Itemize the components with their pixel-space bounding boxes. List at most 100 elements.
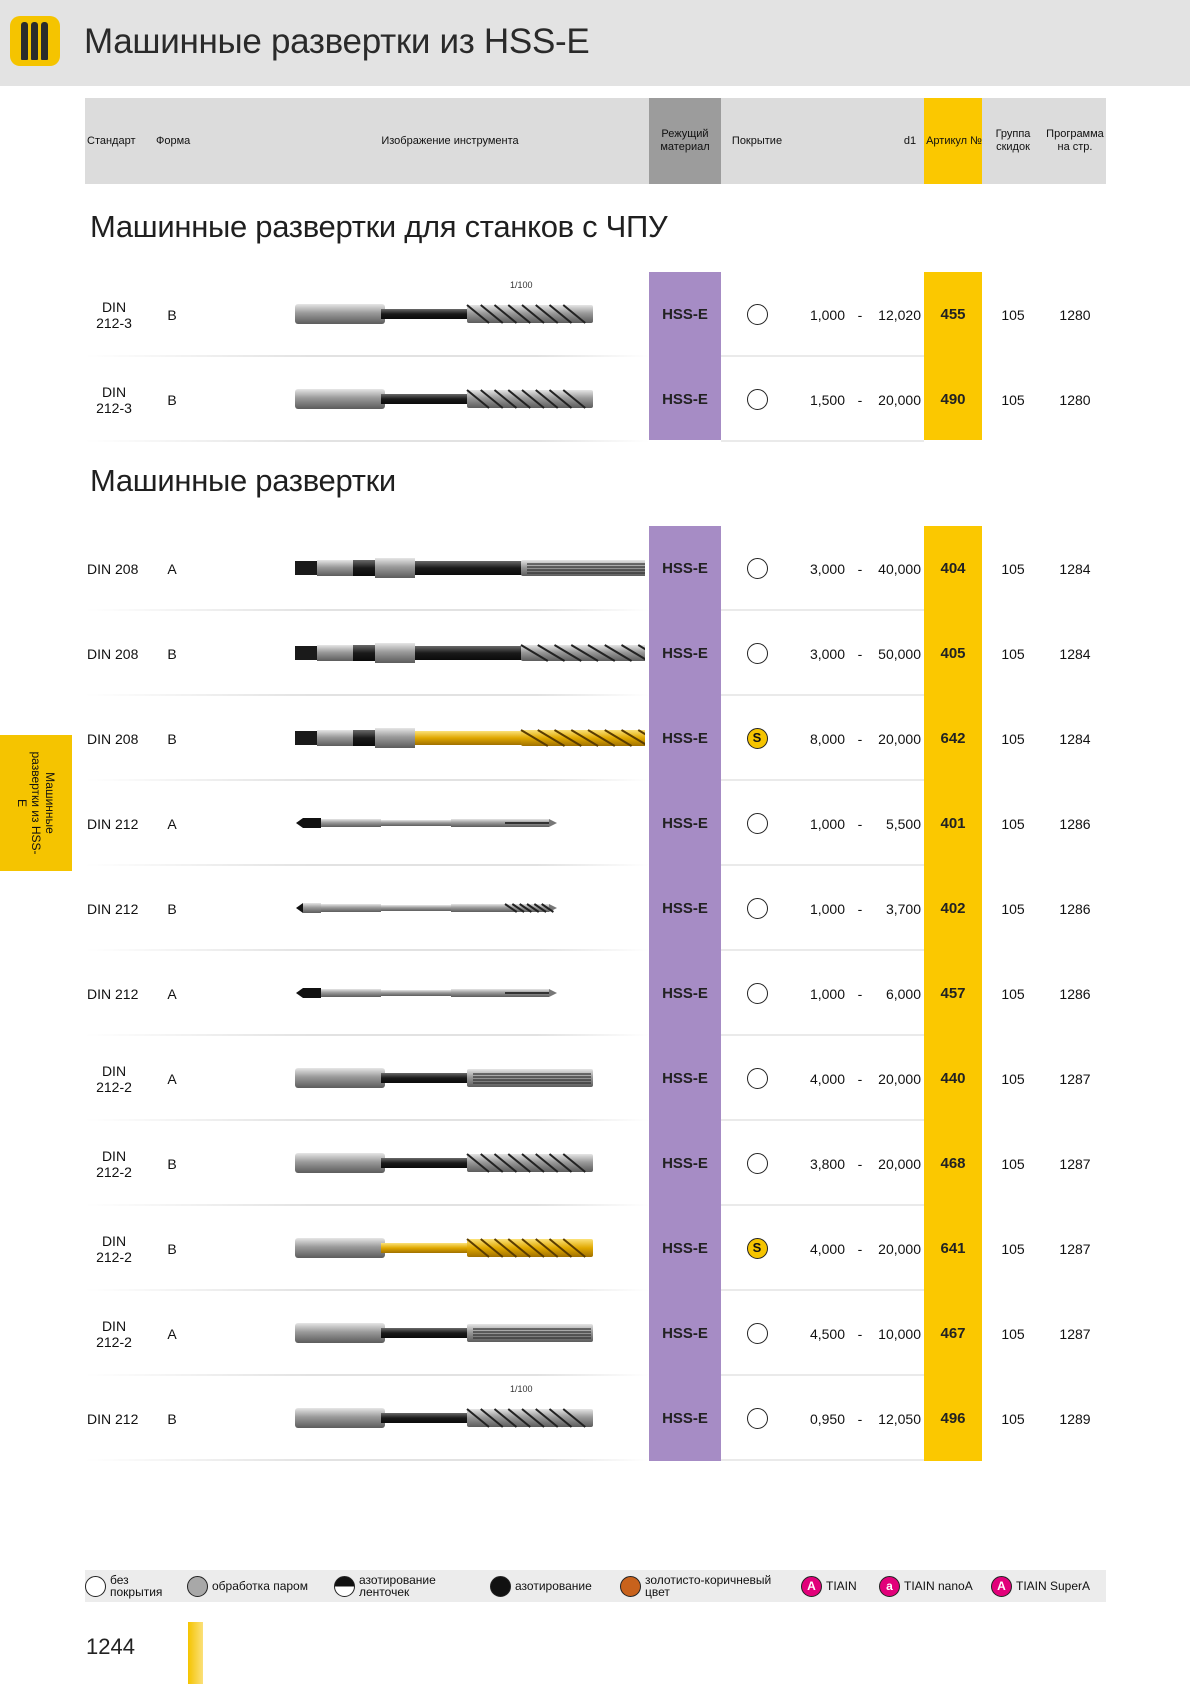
- tool-image: [205, 526, 645, 611]
- program-page-link[interactable]: 1289: [1059, 1410, 1091, 1427]
- table-row: DIN 212-2 B HSS-E S 4,000-20,000 641 105 1287: [85, 1206, 1106, 1291]
- program-page-link[interactable]: 1287: [1059, 1155, 1091, 1172]
- steam-coating-icon: S: [746, 728, 768, 749]
- legend-item: A TIAIN SuperA: [991, 1570, 1090, 1602]
- standard-value: DIN 208: [87, 730, 139, 747]
- program-page-link[interactable]: 1287: [1059, 1325, 1091, 1342]
- uncoated-icon: [746, 304, 768, 325]
- article-cell[interactable]: 404: [940, 559, 966, 577]
- article-cell[interactable]: 496: [940, 1409, 966, 1427]
- article-cell[interactable]: 405: [940, 644, 966, 662]
- material-cell: HSS-E: [662, 984, 708, 1002]
- legend-label: TIAIN: [826, 1579, 857, 1593]
- header-d1: d1: [903, 134, 917, 147]
- program-page-link[interactable]: 1284: [1059, 560, 1091, 577]
- article-cell[interactable]: 642: [940, 729, 966, 747]
- article-cell[interactable]: 468: [940, 1154, 966, 1172]
- tialn-coating-icon: a: [879, 1575, 900, 1597]
- standard-value: DIN 212: [87, 1410, 139, 1427]
- table-row: DIN 212-2 A HSS-E 4,500-10,000 467 105 1287: [85, 1291, 1106, 1376]
- row-divider: [721, 949, 924, 951]
- form-cell: B: [167, 1240, 177, 1257]
- coating-cell: [721, 1376, 793, 1461]
- tool-image: [205, 1121, 645, 1206]
- tialn-coating-icon: A: [991, 1575, 1012, 1597]
- uncoated-icon: [746, 1068, 768, 1089]
- coating-cell: S: [721, 696, 793, 781]
- program-page-link[interactable]: 1287: [1059, 1240, 1091, 1257]
- header-form: Форма: [156, 134, 191, 147]
- row-divider: [721, 1374, 924, 1376]
- article-cell[interactable]: 440: [940, 1069, 966, 1087]
- standard-cell: DIN 212-2: [85, 1206, 143, 1291]
- gold-brown-icon: [620, 1575, 641, 1597]
- form-cell: B: [167, 1155, 177, 1172]
- d1-to: 12,050: [878, 1410, 921, 1427]
- table-row: DIN 212-2 B HSS-E 3,800-20,000 468 105 1287: [85, 1121, 1106, 1206]
- coating-cell: [721, 1036, 793, 1121]
- form-cell: B: [167, 730, 177, 747]
- article-header-bg: [924, 98, 982, 184]
- title-bar: Машинные развертки из HSS-E: [0, 0, 1190, 86]
- side-tab[interactable]: Машинные развертки из HSS-E: [0, 735, 72, 871]
- coating-cell: [721, 526, 793, 611]
- article-cell[interactable]: 402: [940, 899, 966, 917]
- d1-from: 3,000: [809, 645, 845, 662]
- legend-item: обработка паром: [187, 1570, 308, 1602]
- uncoated-icon: [746, 898, 768, 919]
- d1-dash: -: [857, 1410, 863, 1427]
- row-divider: [721, 864, 924, 866]
- row-divider: [85, 1374, 649, 1376]
- material-cell: HSS-E: [662, 559, 708, 577]
- group-cell: 105: [1001, 306, 1025, 323]
- d1-to: 6,000: [885, 985, 921, 1002]
- article-cell[interactable]: 641: [940, 1239, 966, 1257]
- material-column-bg: [649, 526, 721, 1461]
- steam-coating-icon: S: [746, 1238, 768, 1259]
- program-page-link[interactable]: 1286: [1059, 900, 1091, 917]
- uncoated-icon: [746, 813, 768, 834]
- tool-image: [205, 951, 645, 1036]
- program-page-link[interactable]: 1286: [1059, 815, 1091, 832]
- legend-item: азотирование: [490, 1570, 592, 1602]
- article-cell[interactable]: 401: [940, 814, 966, 832]
- header-article: Артикул №: [926, 134, 982, 147]
- table-row: DIN 212-3 B 1/100 HSS-E 1,000-12,020 455 105 12…: [85, 272, 1106, 357]
- coating-cell: [721, 1291, 793, 1376]
- article-cell[interactable]: 455: [940, 305, 966, 323]
- form-cell: A: [167, 985, 177, 1002]
- page-number-bar: [188, 1622, 203, 1684]
- material-cell: HSS-E: [662, 814, 708, 832]
- row-divider: [85, 1034, 649, 1036]
- d1-dash: -: [857, 560, 863, 577]
- article-cell[interactable]: 490: [940, 390, 966, 408]
- d1-dash: -: [857, 1155, 863, 1172]
- uncoated-icon: [746, 389, 768, 410]
- program-page-link[interactable]: 1286: [1059, 985, 1091, 1002]
- standard-value: DIN 212-3: [96, 383, 132, 416]
- program-page-link[interactable]: 1280: [1059, 306, 1091, 323]
- steam-treatment-icon: [187, 1575, 208, 1597]
- d1-dash: -: [857, 985, 863, 1002]
- d1-to: 20,000: [878, 730, 921, 747]
- program-page-link[interactable]: 1284: [1059, 645, 1091, 662]
- material-cell: HSS-E: [662, 644, 708, 662]
- group-cell: 105: [1001, 1410, 1025, 1427]
- header-material: Режущий материал: [660, 128, 710, 153]
- header-group: Группа скидок: [995, 128, 1031, 153]
- d1-to: 20,000: [878, 1240, 921, 1257]
- tolerance-mark: 1/100: [510, 280, 533, 290]
- form-cell: A: [167, 815, 177, 832]
- program-page-link[interactable]: 1284: [1059, 730, 1091, 747]
- program-page-link[interactable]: 1280: [1059, 391, 1091, 408]
- row-divider: [85, 1204, 649, 1206]
- program-page-link[interactable]: 1287: [1059, 1070, 1091, 1087]
- d1-from: 1,000: [809, 306, 845, 323]
- row-divider: [721, 1204, 924, 1206]
- article-cell[interactable]: 467: [940, 1324, 966, 1342]
- standard-cell: DIN 212: [85, 1376, 143, 1461]
- article-cell[interactable]: 457: [940, 984, 966, 1002]
- row-divider: [85, 864, 649, 866]
- coating-cell: S: [721, 1206, 793, 1291]
- material-header-bg: [649, 98, 721, 184]
